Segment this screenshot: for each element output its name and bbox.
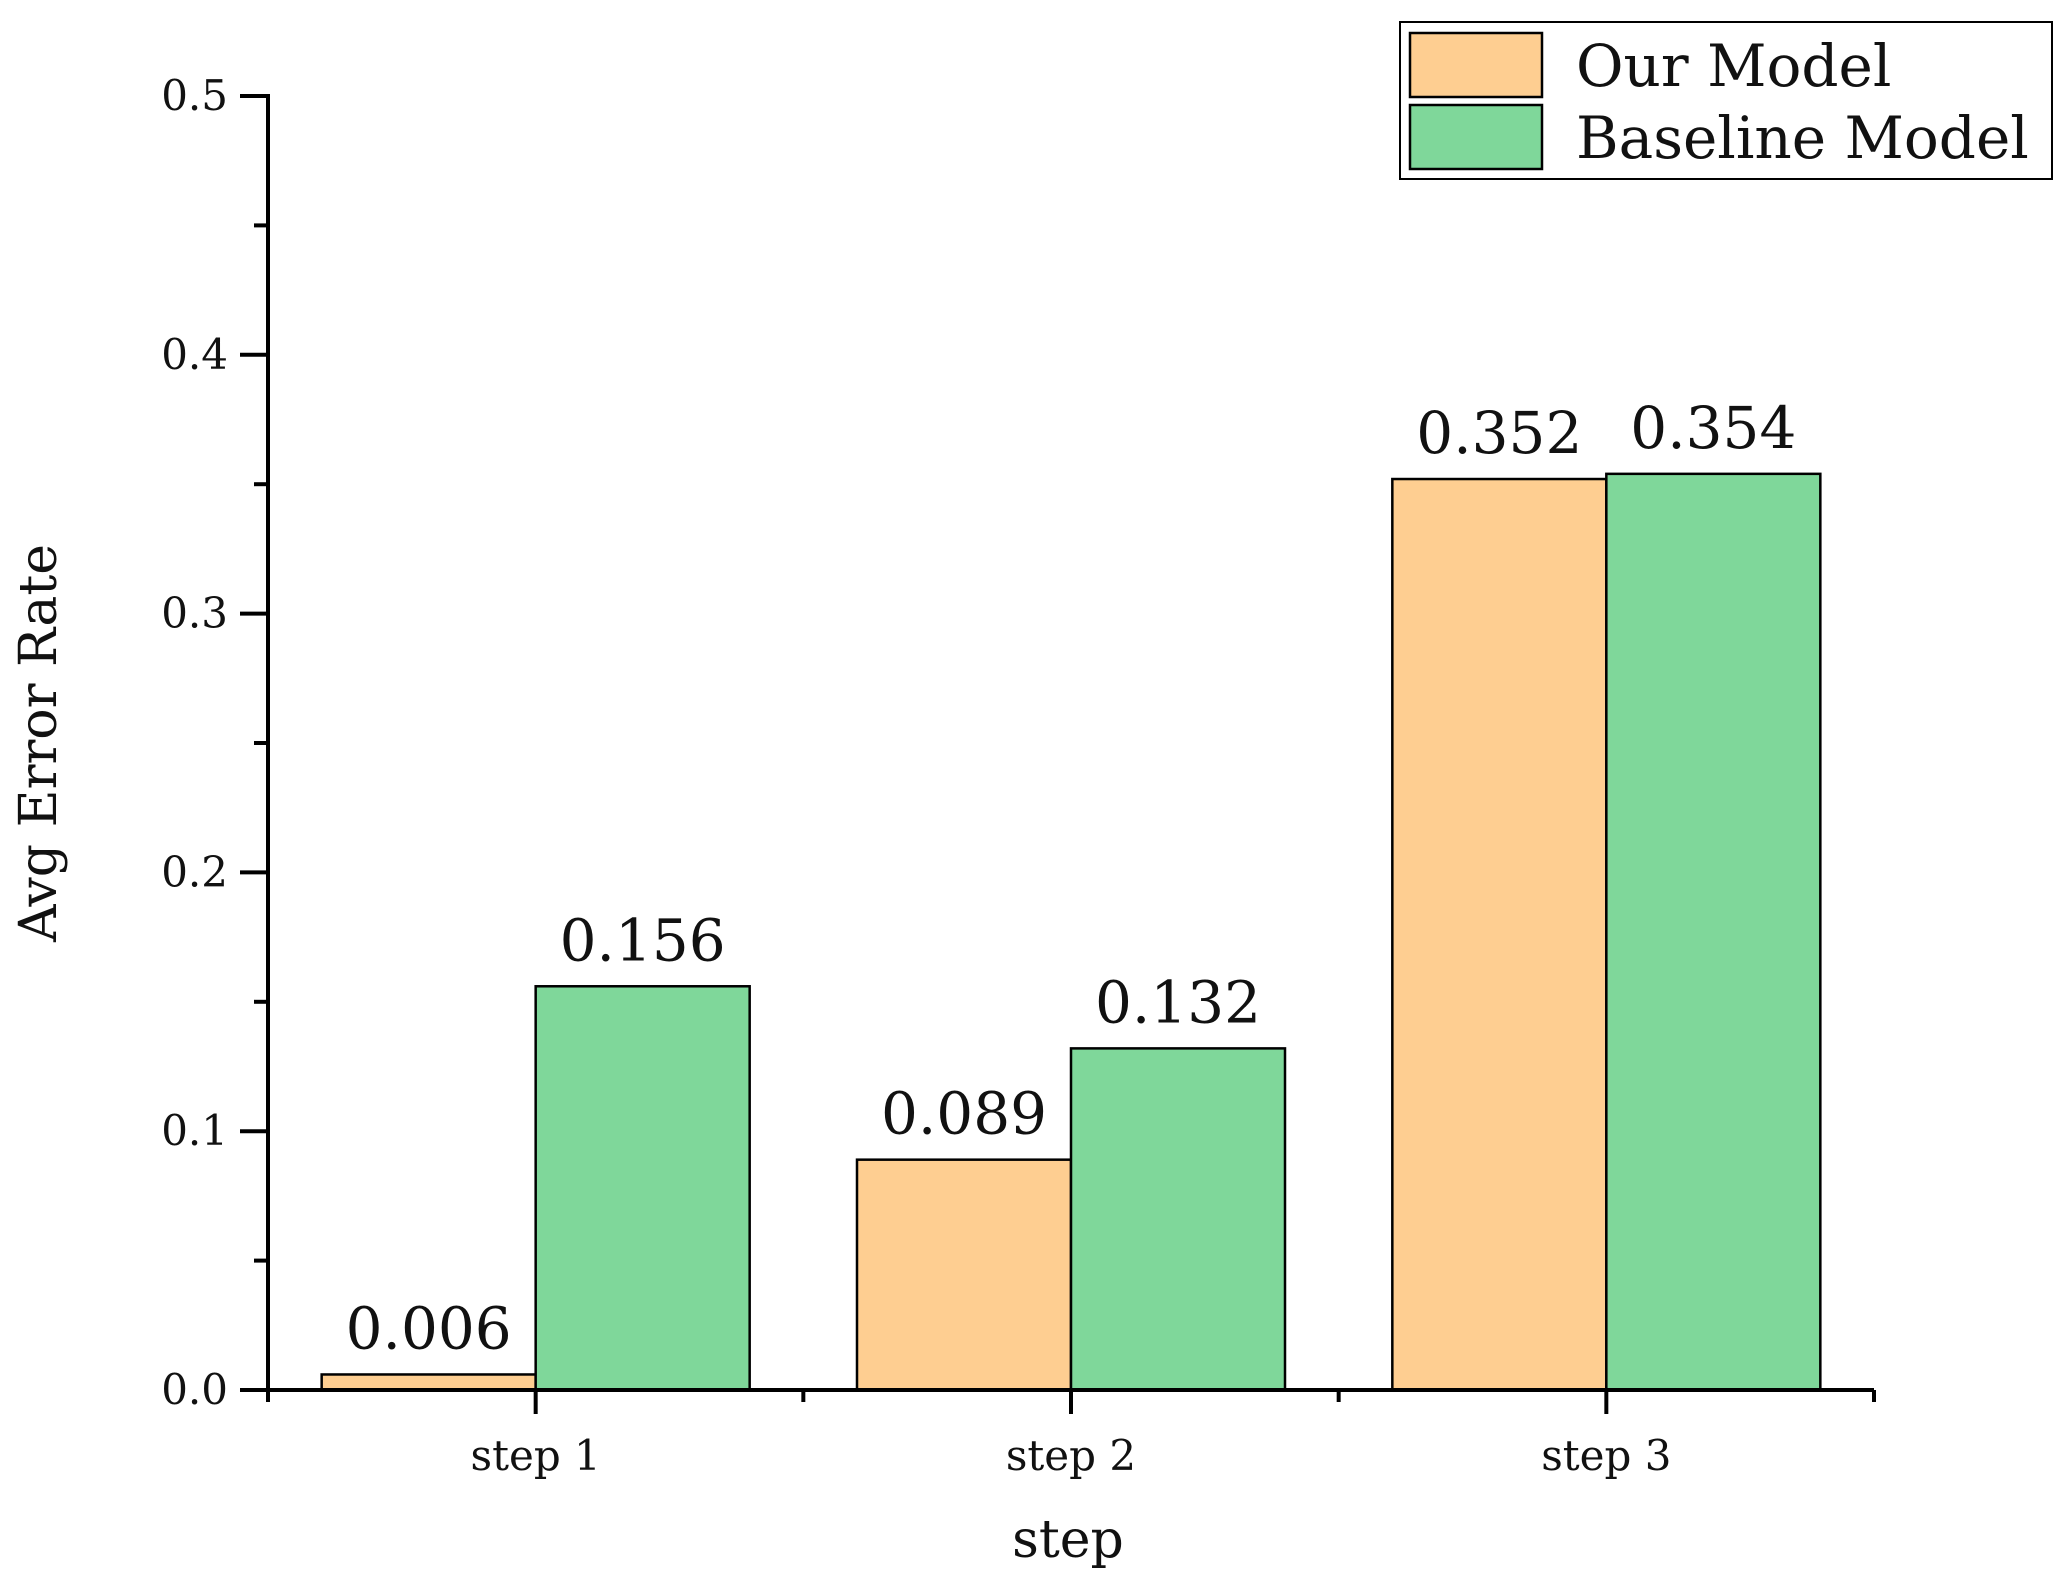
bars-layer xyxy=(320,472,1822,1392)
legend-label-baseline-model: Baseline Model xyxy=(1576,104,2029,172)
value-label-baseline-model-step-3: 0.354 xyxy=(1630,394,1796,462)
value-label-our-model-step-3: 0.352 xyxy=(1416,399,1582,467)
legend-swatch-baseline-model xyxy=(1408,103,1544,171)
value-label-baseline-model-step-1: 0.156 xyxy=(560,906,726,974)
y-tick-label: 0.3 xyxy=(161,589,228,638)
bar-our-model-step-3 xyxy=(1391,477,1608,1392)
legend-label-our-model: Our Model xyxy=(1576,32,1891,100)
y-tick-label: 0.5 xyxy=(161,71,228,120)
value-label-our-model-step-2: 0.089 xyxy=(881,1080,1047,1148)
bar-baseline-model-step-3 xyxy=(1605,472,1822,1392)
y-axis-title: Avg Error Rate xyxy=(9,544,69,943)
value-label-our-model-step-1: 0.006 xyxy=(346,1294,512,1362)
y-tick-label: 0.0 xyxy=(161,1365,228,1414)
value-label-baseline-model-step-2: 0.132 xyxy=(1095,968,1261,1036)
x-tick-label: step 3 xyxy=(1541,1431,1671,1480)
bar-our-model-step-2 xyxy=(855,1158,1073,1392)
value-labels-layer: 0.006 0.156 0.089 0.132 0.352 0.354 xyxy=(346,394,1797,1363)
x-axis-title: step xyxy=(1012,1510,1124,1570)
x-tick-label: step 1 xyxy=(471,1431,601,1480)
legend: Our Model Baseline Model xyxy=(1399,21,2053,180)
bar-our-model-step-1 xyxy=(320,1373,537,1392)
y-tick-label: 0.2 xyxy=(161,847,228,896)
y-tick-label: 0.4 xyxy=(161,330,228,379)
bar-baseline-model-step-1 xyxy=(534,985,751,1392)
x-tick-label: step 2 xyxy=(1006,1431,1136,1480)
bar-baseline-model-step-2 xyxy=(1069,1047,1287,1392)
legend-swatch-our-model xyxy=(1408,31,1544,99)
y-tick-label: 0.1 xyxy=(161,1106,228,1155)
axes-layer: 0.0 0.1 0.2 0.3 0.4 0.5 step 1 step 2 step 3 xyxy=(161,71,1876,1480)
